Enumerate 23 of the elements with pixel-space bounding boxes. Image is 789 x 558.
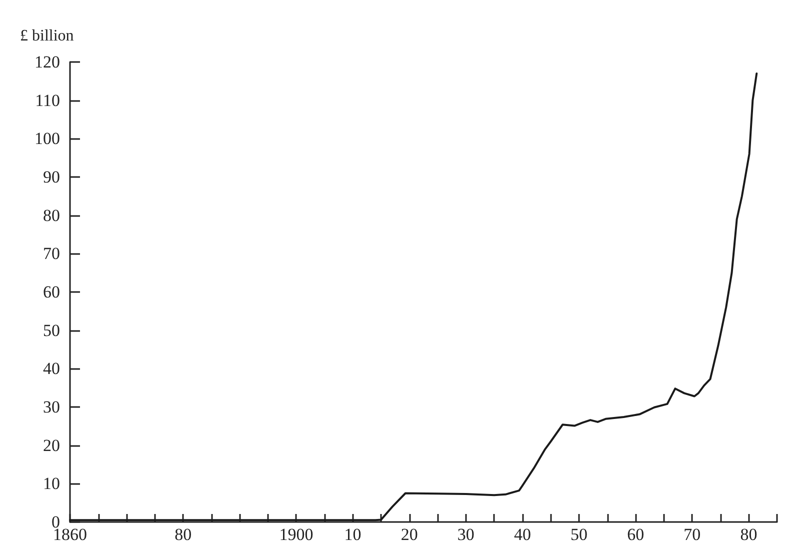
- y-tick-label: 80: [43, 206, 60, 225]
- y-tick-label: 110: [35, 90, 60, 110]
- y-tick-label: 40: [43, 359, 60, 378]
- x-tick-label: 70: [684, 525, 701, 544]
- y-tick-label: 10: [43, 474, 60, 494]
- y-axis-title: £ billion: [20, 28, 74, 44]
- x-tick-label: 60: [627, 525, 644, 544]
- x-tick-label: 50: [570, 525, 588, 544]
- y-tick-label: 100: [34, 129, 60, 148]
- y-tick-label: 50: [43, 320, 60, 340]
- x-tick-label: 10: [344, 525, 362, 544]
- y-tick-label: 20: [43, 436, 60, 455]
- x-tick-label: 30: [457, 525, 474, 544]
- y-tick-label: 90: [43, 168, 60, 186]
- y-tick-label: 30: [43, 398, 60, 416]
- y-tick-label: 60: [43, 282, 60, 302]
- x-tick-label: 80: [740, 525, 758, 544]
- x-tick-label: 40: [514, 525, 531, 544]
- x-tick-label: 1900: [279, 525, 314, 544]
- x-tick-label: 20: [400, 525, 418, 544]
- y-tick-label: 120: [34, 52, 60, 72]
- x-tick-label: 80: [174, 525, 192, 544]
- y-tick-label: 70: [43, 244, 60, 264]
